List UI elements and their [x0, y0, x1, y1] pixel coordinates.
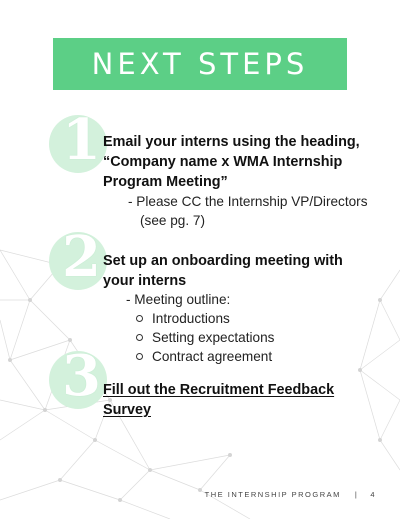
step-number-badge: [49, 351, 107, 409]
title-banner: NEXT STEPS: [53, 38, 347, 90]
list-item: Introductions: [136, 309, 230, 329]
step-note: (see pg. 7): [140, 213, 205, 228]
step-number-badge: [49, 115, 107, 173]
step-heading-line: Survey: [103, 402, 151, 418]
step-note: - Meeting outline:: [126, 292, 231, 307]
bullet-circle-icon: [136, 314, 143, 322]
list-item-label: Setting expectations: [152, 330, 275, 345]
page-title: NEXT STEPS: [91, 47, 309, 81]
feedback-survey-link[interactable]: Fill out the Recruitment Feedback Survey: [103, 380, 334, 420]
page-number: 4: [370, 490, 376, 499]
step-number: 2: [62, 224, 101, 290]
step-note: - Please CC the Internship VP/Directors: [128, 194, 368, 209]
page-footer: THE INTERNSHIP PROGRAM | 4: [205, 490, 376, 499]
step-number-badge: [49, 232, 107, 290]
network-nodes: [8, 263, 382, 502]
list-item: Setting expectations: [136, 328, 274, 348]
step-heading-line: Set up an onboarding meeting with: [103, 253, 343, 269]
step-heading-line: Fill out the Recruitment Feedback: [103, 382, 335, 398]
footer-program-name: THE INTERNSHIP PROGRAM: [204, 490, 341, 499]
step-number: 1: [62, 107, 101, 173]
step-number: 3: [62, 343, 101, 409]
step-heading-line: “Company name x WMA Internship: [103, 154, 343, 170]
bullet-circle-icon: [136, 352, 143, 360]
step-heading-line: your interns: [103, 273, 187, 289]
list-item-label: Introductions: [152, 311, 230, 326]
step-heading-line: Program Meeting”: [103, 174, 228, 190]
list-item: Contract agreement: [136, 347, 272, 367]
step-heading: Set up an onboarding meeting with your i…: [103, 251, 343, 291]
bullet-circle-icon: [136, 333, 143, 341]
list-item-label: Contract agreement: [152, 349, 273, 364]
footer-separator: |: [354, 490, 359, 499]
step-heading: Email your interns using the heading, “C…: [103, 132, 360, 192]
step-heading-line: Email your interns using the heading,: [103, 134, 360, 150]
